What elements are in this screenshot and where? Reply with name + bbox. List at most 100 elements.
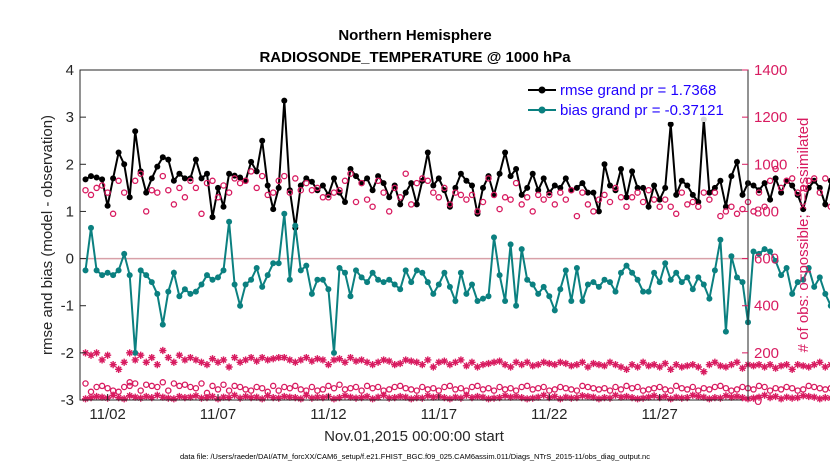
data-point [557,189,564,196]
data-point [197,394,206,402]
data-point [794,394,802,402]
data-point [186,393,195,401]
data-point [540,175,547,182]
data-point [611,361,620,369]
data-point [104,189,111,196]
data-point [291,394,299,402]
data-point [579,298,586,304]
data-point [275,184,282,191]
data-point [783,393,791,401]
data-point [98,182,106,189]
data-point [800,206,807,213]
data-point [529,394,537,402]
data-point [716,394,724,402]
data-point [132,349,139,356]
data-point [606,394,614,402]
data-point [463,196,470,203]
data-point [446,201,454,208]
data-point [755,189,763,196]
data-point [672,361,680,369]
data-point [523,395,531,403]
data-point [418,361,426,369]
data-point [513,166,520,172]
data-point [87,394,95,402]
data-point [192,384,200,392]
data-point [170,358,178,366]
data-point [617,363,625,371]
data-point [413,179,421,187]
data-point [799,184,807,192]
data-point [208,392,217,401]
data-point [220,381,227,388]
data-point [346,393,355,401]
data-point [181,175,188,182]
data-point [275,387,282,394]
data-point [711,267,718,274]
data-point [99,176,106,183]
data-point [584,201,592,208]
data-point [264,182,271,189]
data-point [595,208,602,215]
data-point [308,178,315,185]
data-point [584,363,592,371]
data-point [446,283,453,290]
data-point [551,201,559,208]
data-point [595,283,602,290]
data-point [733,210,741,218]
data-point [375,276,382,283]
data-point [126,272,133,279]
data-point [242,177,249,185]
data-point [347,166,354,172]
data-point [645,362,653,370]
data-point [126,349,134,357]
data-point [589,393,598,401]
data-point [330,356,338,364]
data-point [446,382,454,390]
data-point [319,276,326,283]
data-point [551,182,558,189]
data-point [275,353,283,362]
data-point [799,362,807,370]
data-point [557,286,564,293]
data-point [153,361,161,369]
data-point [385,394,393,402]
data-point [827,203,830,210]
footnote: data file: /Users/raeder/DAI/ATM_forcXX/… [180,452,650,461]
data-point [281,172,288,180]
data-point [451,393,460,401]
data-point [330,189,338,196]
data-point [789,182,796,189]
data-point [821,363,829,371]
data-point [523,358,531,366]
data-point [623,194,630,201]
data-point [231,281,238,288]
data-point [589,359,598,368]
data-point [767,248,774,255]
data-point [651,269,658,276]
data-point [711,358,719,366]
data-point [678,394,686,402]
data-point [673,191,680,198]
data-point [104,351,112,359]
data-point [98,356,106,364]
data-point [612,383,619,391]
y-tick-label-right: 1200 [754,109,787,126]
data-point [209,177,216,185]
data-point [374,383,382,391]
data-point [479,361,487,369]
data-point [601,161,608,168]
data-point [584,189,591,196]
data-point [159,321,166,328]
y-axis-label-right: # of obs: o=possible; ×=assimilated [795,118,812,353]
data-point [297,267,304,274]
data-point [242,281,249,288]
data-point [159,154,166,161]
data-point [612,288,619,295]
data-point [347,293,354,300]
data-point [325,286,332,293]
data-point [556,395,564,403]
data-point [391,281,398,288]
data-point [346,353,355,362]
data-point [717,212,724,220]
data-point [816,184,823,191]
